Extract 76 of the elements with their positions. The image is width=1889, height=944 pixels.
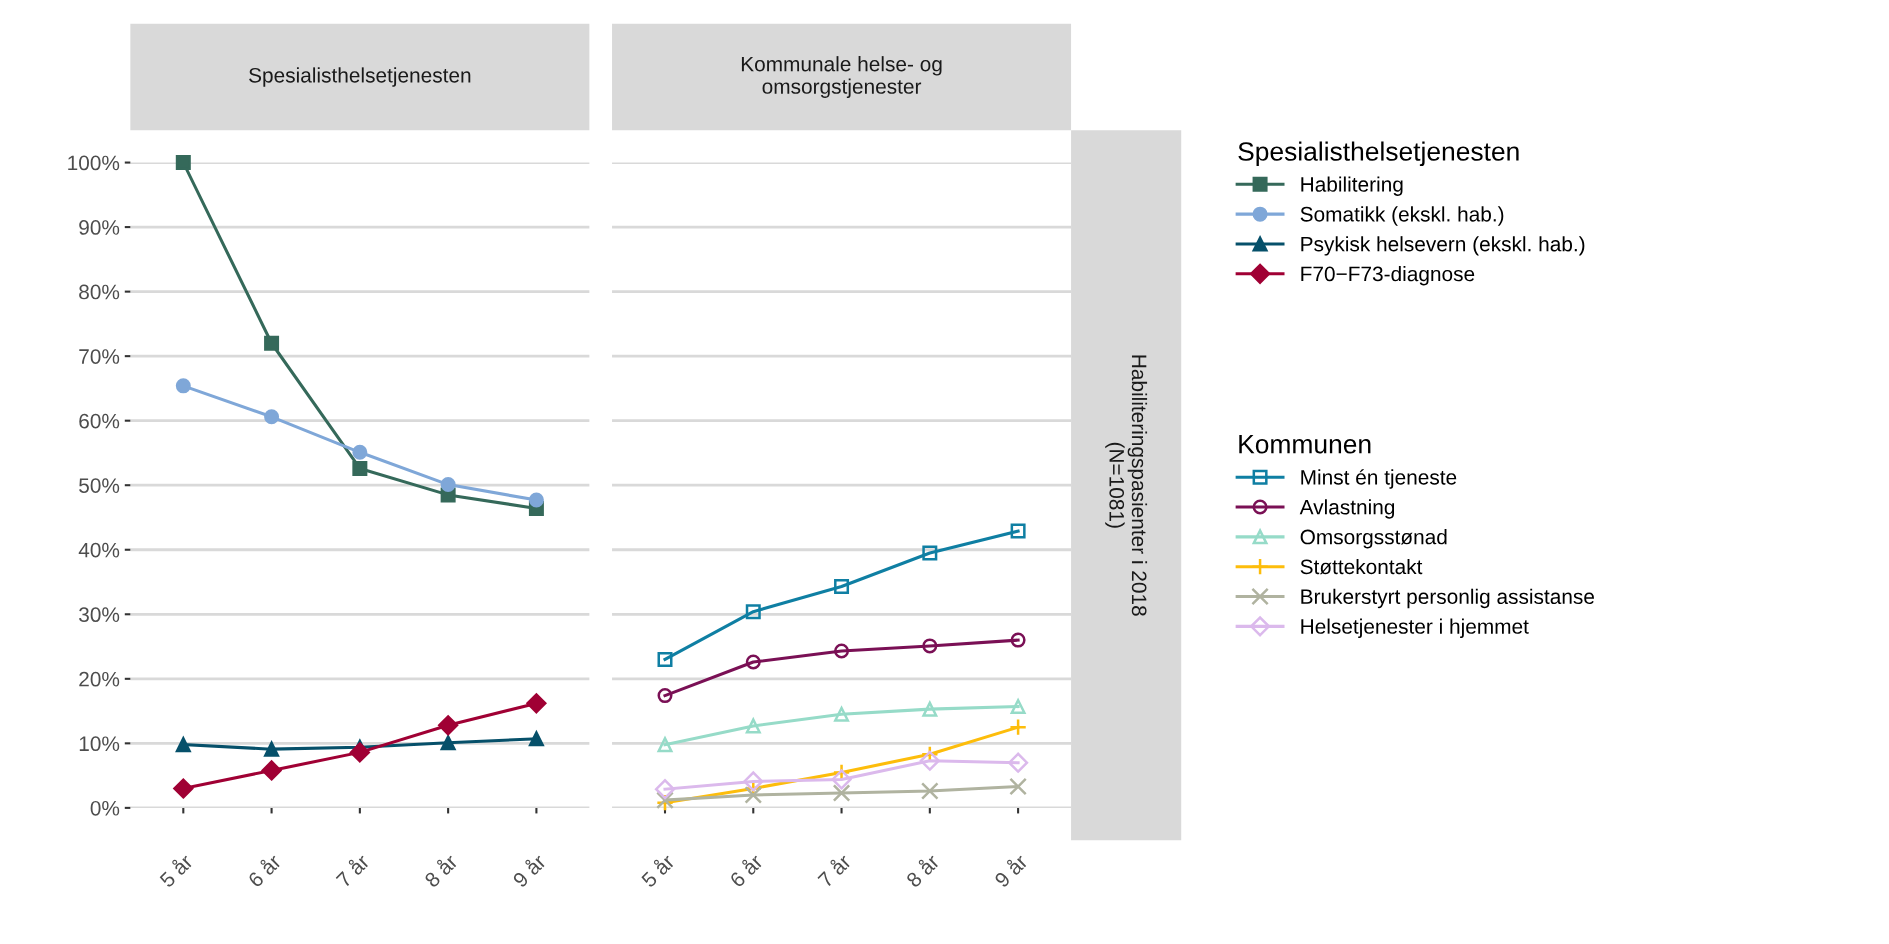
text: Habiliteringspasienter i 2018 (N=1081)	[1105, 355, 1148, 616]
point	[264, 409, 280, 425]
point	[173, 778, 194, 799]
legend-label: Støttekontakt	[1300, 558, 1423, 575]
point	[834, 643, 850, 659]
y-tick-label: 30%	[79, 607, 120, 623]
point	[175, 155, 191, 171]
point	[920, 782, 939, 800]
point	[264, 335, 280, 351]
point	[526, 693, 547, 714]
y-tick-label: 60%	[79, 413, 120, 429]
legend-title: Kommunen	[1239, 435, 1371, 454]
point	[1010, 699, 1026, 715]
legend-label: Habilitering	[1301, 176, 1403, 196]
point	[1008, 752, 1029, 773]
point	[922, 638, 938, 654]
point	[264, 741, 280, 757]
y-tick-label: 90%	[79, 220, 120, 235]
legend-label: Avlastning	[1299, 499, 1395, 519]
point	[1010, 632, 1026, 648]
point	[654, 779, 676, 800]
x-tick-label: 6 år	[727, 851, 764, 889]
x-tick-label: 9 år	[992, 851, 1029, 889]
point	[745, 604, 761, 620]
point	[440, 735, 456, 751]
chart-title: Kommunale helse- og omsorgstjenester	[741, 56, 942, 98]
x-tick-label: 7 år	[334, 851, 371, 889]
point	[834, 706, 850, 722]
point	[175, 378, 191, 394]
y-tick-label: 50%	[79, 478, 120, 493]
point	[1009, 777, 1027, 796]
x-tick-label: 9 år	[510, 851, 547, 889]
point	[922, 545, 938, 561]
point	[922, 701, 938, 717]
point	[657, 688, 673, 704]
point	[657, 737, 673, 753]
legend-label: Omsorgsstønad	[1300, 529, 1447, 549]
point	[352, 444, 368, 460]
x-tick-label: 8 år	[903, 851, 941, 889]
point	[745, 718, 761, 734]
point	[528, 731, 544, 747]
x-tick-label: 5 år	[157, 851, 194, 889]
x-tick-label: 5 år	[639, 851, 676, 889]
y-tick-label: 70%	[79, 349, 120, 364]
point	[745, 654, 761, 670]
point	[831, 769, 852, 790]
point	[528, 492, 544, 508]
point	[657, 651, 673, 667]
x-tick-label: 8 år	[422, 851, 459, 889]
point	[834, 579, 850, 595]
point	[438, 715, 459, 736]
y-tick-label: 0%	[90, 800, 120, 816]
legend-label: Somatikk (ekskl. hab.)	[1300, 206, 1504, 226]
y-tick-label: 80%	[79, 284, 120, 300]
legend-label: F70−F73-diagnose	[1301, 266, 1475, 286]
legend-title: Spesialisthelsetjenesten	[1238, 141, 1519, 167]
legend-label: Minst én tjeneste	[1301, 469, 1457, 489]
legend-label: Brukerstyrt personlig assistanse	[1301, 588, 1594, 609]
legend-label: Helsetjenester i hjemmet	[1301, 618, 1529, 638]
x-tick-label: 7 år	[815, 851, 853, 889]
point	[1010, 523, 1026, 539]
point	[440, 477, 456, 493]
point	[743, 771, 764, 792]
point	[261, 760, 282, 781]
y-tick-label: 100%	[68, 155, 120, 171]
y-tick-label: 10%	[79, 736, 120, 752]
point	[175, 737, 191, 753]
point	[349, 742, 370, 763]
legend-label: Psykisk helsevern (ekskl. hab.)	[1301, 236, 1585, 256]
y-tick-label: 20%	[79, 671, 120, 687]
point	[352, 460, 368, 476]
chart-title: Spesialisthelsetjenesten	[249, 67, 471, 87]
point	[1009, 718, 1027, 737]
point	[919, 750, 940, 771]
x-tick-label: 6 år	[245, 851, 283, 889]
y-tick-label: 40%	[78, 542, 120, 558]
